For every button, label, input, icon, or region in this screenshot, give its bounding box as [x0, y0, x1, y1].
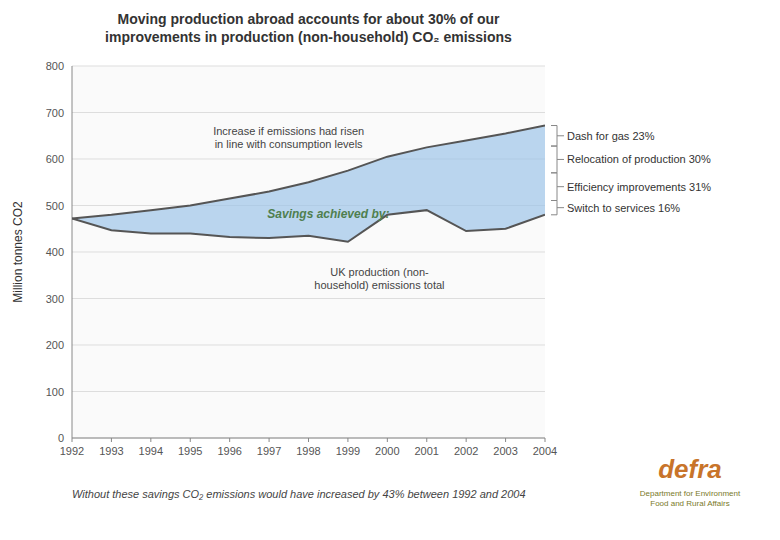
bracket-label: Efficiency improvements 31%: [567, 181, 711, 193]
grid-line: [72, 112, 545, 113]
chart: Moving production abroad accounts for ab…: [0, 0, 780, 540]
logo: defra: [658, 454, 722, 484]
x-tick: [387, 438, 388, 442]
bracket: [551, 146, 564, 173]
x-tick: [72, 438, 73, 442]
x-tick-label: 2003: [493, 445, 517, 457]
y-tick-label: 400: [46, 246, 64, 258]
text-line: Moving production abroad accounts for ab…: [118, 11, 500, 27]
annotation: UK production (non-household) emissions …: [314, 266, 444, 291]
bracket: [551, 201, 564, 215]
bracket: [551, 173, 564, 201]
x-tick-label: 2000: [375, 445, 399, 457]
y-tick-label: 100: [46, 386, 64, 398]
plot-background: [72, 66, 545, 438]
grid-line: [72, 345, 545, 346]
grid-line: [72, 298, 545, 299]
y-tick-label: 200: [46, 339, 64, 351]
x-tick-label: 1995: [178, 445, 202, 457]
x-tick-label: 2004: [533, 445, 557, 457]
annotation: Increase if emissions had risenin line w…: [213, 125, 364, 150]
title: Moving production abroad accounts for ab…: [105, 11, 512, 45]
plot-area: [72, 126, 545, 242]
x-tick: [308, 438, 309, 442]
x-tick: [426, 438, 427, 442]
bracket-label: Switch to services 16%: [567, 202, 680, 214]
grid-line: [72, 391, 545, 392]
x-tick-label: 1998: [296, 445, 320, 457]
x-tick: [150, 438, 151, 442]
x-tick: [269, 438, 270, 442]
y-tick-label: 300: [46, 293, 64, 305]
text-line: Savings achieved by:: [267, 207, 389, 221]
y-axis: [72, 66, 73, 438]
x-axis: [72, 438, 545, 439]
text-line: Department for Environment: [640, 489, 741, 498]
x-tick: [111, 438, 112, 442]
y-tick-label: 700: [46, 107, 64, 119]
y-tick-label: 500: [46, 200, 64, 212]
x-tick-label: 1996: [217, 445, 241, 457]
x-tick-label: 2001: [415, 445, 439, 457]
text-line: in line with consumption levels: [215, 138, 363, 150]
note: Without these savings CO₂ emissions woul…: [72, 488, 526, 500]
x-tick-label: 1992: [60, 445, 84, 457]
x-tick-label: 1997: [257, 445, 281, 457]
logo-caption: Department for EnvironmentFood and Rural…: [640, 489, 741, 508]
text-line: Food and Rural Affairs: [650, 499, 729, 508]
y-tick-label: 600: [46, 153, 64, 165]
x-tick-label: 1999: [336, 445, 360, 457]
bracket-label: Dash for gas 23%: [567, 130, 655, 142]
text-line: improvements in production (non-househol…: [105, 29, 512, 45]
x-tick: [545, 438, 546, 442]
text-line: household) emissions total: [314, 279, 444, 291]
y-tick-label: 0: [58, 432, 64, 444]
bracket-label: Relocation of production 30%: [567, 153, 711, 165]
grid-line: [72, 252, 545, 253]
line: [72, 126, 545, 219]
x-tick: [190, 438, 191, 442]
grid-line: [72, 66, 545, 67]
text-line: UK production (non-: [330, 266, 429, 278]
y-tick-label: 800: [46, 60, 64, 72]
x-tick-label: 1994: [139, 445, 163, 457]
x-tick: [466, 438, 467, 442]
bracket: [551, 126, 564, 147]
x-tick: [505, 438, 506, 442]
gap-area: [72, 126, 545, 242]
x-tick-label: 1993: [99, 445, 123, 457]
grid-line: [72, 438, 545, 439]
annotation: Savings achieved by:: [267, 207, 389, 221]
y-axis-label: Million tonnes CO2: [11, 201, 25, 303]
text-line: Increase if emissions had risen: [213, 125, 364, 137]
x-tick: [347, 438, 348, 442]
x-tick: [229, 438, 230, 442]
x-tick-label: 2002: [454, 445, 478, 457]
